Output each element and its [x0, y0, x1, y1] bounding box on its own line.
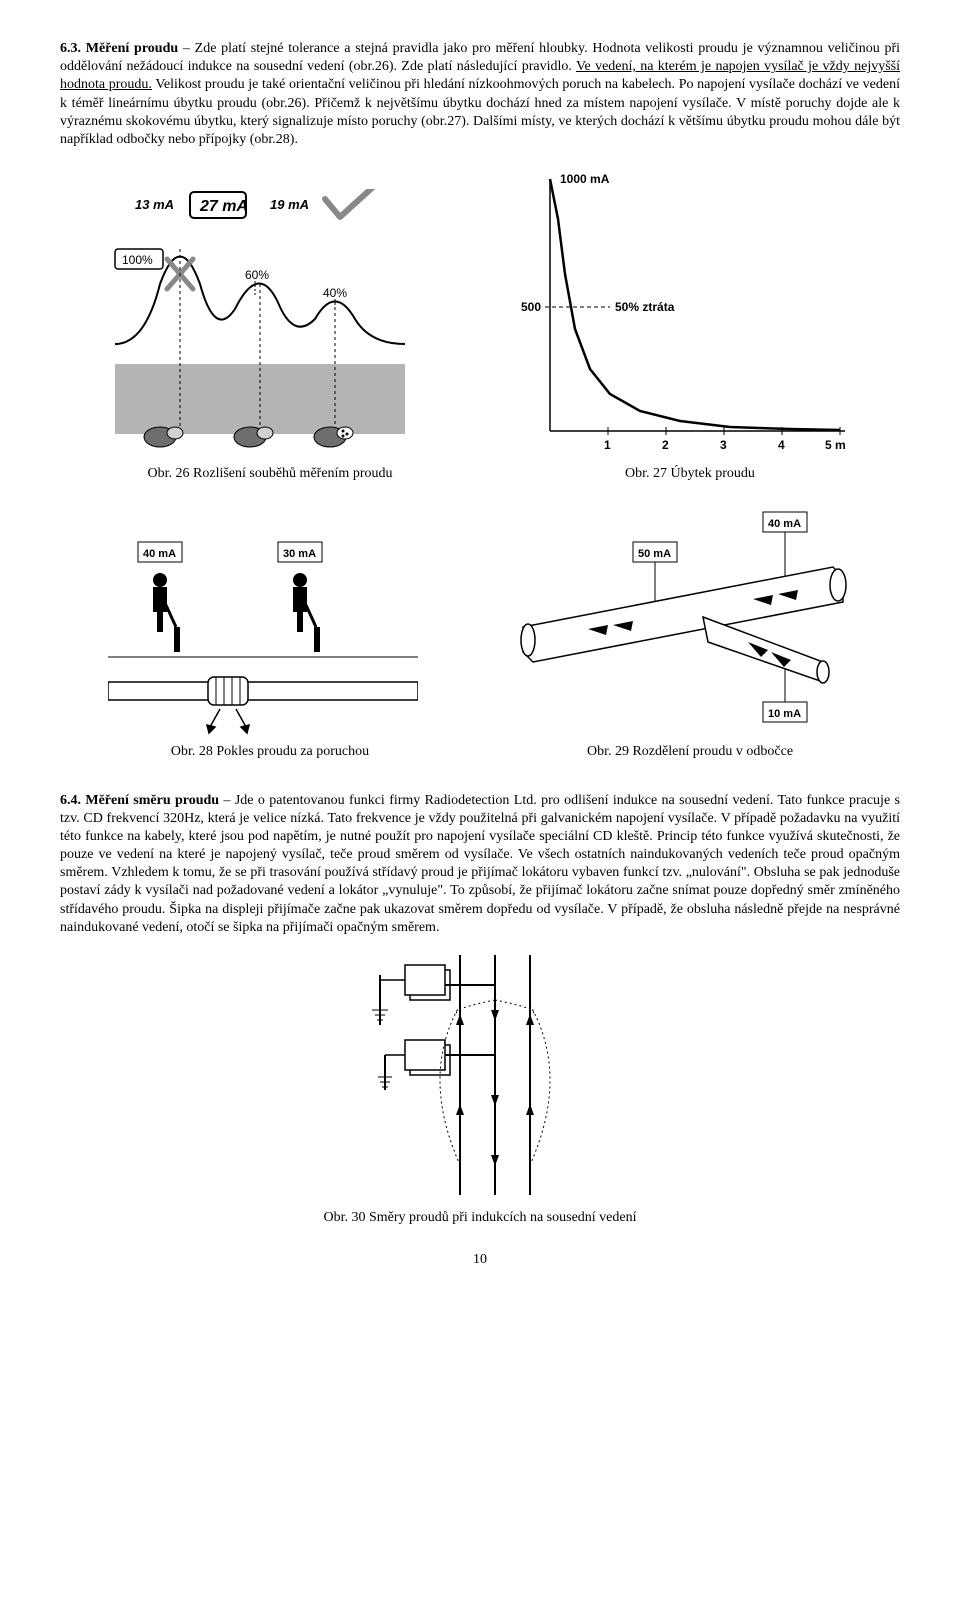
fig30-caption: Obr. 30 Směry proudů při indukcích na so…: [60, 1209, 900, 1227]
fig29-l3: 10 mA: [768, 708, 801, 720]
figure-27: 1000 mA 500 50% ztráta 1 2 3 4 5 m: [515, 169, 855, 459]
fig27-x3: 3: [720, 438, 727, 452]
fig26-ma1: 13 mA: [135, 197, 174, 212]
figure-30: Obr. 30 Směry proudů při indukcích na so…: [60, 955, 900, 1227]
fig29-caption: Obr. 29 Rozdělení proudu v odbočce: [522, 743, 858, 761]
fig26-pct1: 100%: [122, 253, 153, 267]
fig27-x5: 5 m: [825, 438, 846, 452]
section-64-text: – Jde o patentovanou funkci firmy Radiod…: [60, 793, 900, 935]
fig29-l2: 40 mA: [768, 518, 801, 530]
fig29-l1: 50 mA: [638, 548, 671, 560]
fig26-ma3: 19 mA: [270, 197, 309, 212]
fig30-svg: [350, 955, 610, 1195]
fig26-pct3: 40%: [323, 286, 347, 300]
section-63-heading: Měření proudu: [86, 41, 178, 56]
fig28-caption: Obr. 28 Pokles proudu za poruchou: [102, 743, 438, 761]
fig28-svg: 40 mA 30 mA: [108, 527, 418, 737]
fig27-midnote: 50% ztráta: [615, 300, 675, 314]
fig26-caption: Obr. 26 Rozlišení souběhů měřením proudu: [102, 465, 438, 483]
fig29-svg: 50 mA 40 mA 10 mA: [513, 507, 853, 737]
fig28-l1: 40 mA: [143, 548, 176, 560]
fig26-svg: 13 mA 27 mA 19 mA 100% 60% 40%: [105, 189, 425, 459]
section-63-paragraph: 6.3. Měření proudu – Zde platí stejné to…: [60, 40, 900, 149]
fig27-svg: 1000 mA 500 50% ztráta 1 2 3 4 5 m: [515, 169, 855, 459]
caption-row-1: Obr. 26 Rozlišení souběhů měřením proudu…: [60, 465, 900, 483]
fig27-x4: 4: [778, 438, 785, 452]
fig27-caption: Obr. 27 Úbytek proudu: [522, 465, 858, 483]
fig27-x1: 1: [604, 438, 611, 452]
fig26-pct2: 60%: [245, 268, 269, 282]
fig26-ma2: 27 mA: [199, 198, 248, 215]
fig27-ylabel-top: 1000 mA: [560, 172, 610, 186]
fig27-x2: 2: [662, 438, 669, 452]
page-number: 10: [60, 1251, 900, 1269]
section-64-paragraph: 6.4. Měření směru proudu – Jde o patento…: [60, 792, 900, 938]
figure-28: 40 mA 30 mA: [108, 527, 418, 737]
section-64-num: 6.4.: [60, 793, 81, 808]
fig27-ylabel-mid: 500: [521, 300, 541, 314]
figure-row-2: 40 mA 30 mA: [60, 507, 900, 737]
figure-row-1: 13 mA 27 mA 19 mA 100% 60% 40%: [60, 169, 900, 459]
fig28-l2: 30 mA: [283, 548, 316, 560]
section-63-num: 6.3.: [60, 41, 81, 56]
section-64-heading: Měření směru proudu: [85, 793, 219, 808]
section-63-text2: Velikost proudu je také orientační velič…: [60, 77, 900, 147]
figure-26: 13 mA 27 mA 19 mA 100% 60% 40%: [105, 189, 425, 459]
caption-row-2: Obr. 28 Pokles proudu za poruchou Obr. 2…: [60, 743, 900, 761]
figure-29: 50 mA 40 mA 10 mA: [513, 507, 853, 737]
